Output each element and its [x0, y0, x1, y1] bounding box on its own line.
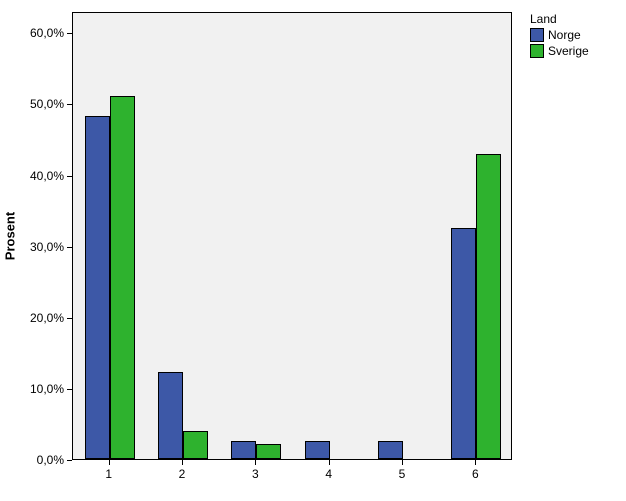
- legend-label: Sverige: [548, 44, 589, 58]
- legend-title: Land: [530, 12, 589, 26]
- y-tick-label: 40,0%: [30, 169, 64, 183]
- y-tick-mark: [67, 176, 72, 177]
- y-tick-label: 0,0%: [37, 453, 64, 467]
- x-tick-mark: [255, 460, 256, 465]
- bar: [451, 228, 476, 459]
- y-tick-mark: [67, 389, 72, 390]
- y-tick-mark: [67, 104, 72, 105]
- y-tick-label: 60,0%: [30, 26, 64, 40]
- x-tick-label: 4: [325, 467, 332, 481]
- legend-swatch: [530, 28, 544, 42]
- x-tick-label: 1: [105, 467, 112, 481]
- x-tick-label: 5: [399, 467, 406, 481]
- legend-item: Norge: [530, 28, 589, 42]
- y-tick-mark: [67, 460, 72, 461]
- y-tick-mark: [67, 318, 72, 319]
- x-tick-mark: [109, 460, 110, 465]
- x-tick-label: 3: [252, 467, 259, 481]
- bar: [183, 431, 208, 459]
- legend-item: Sverige: [530, 44, 589, 58]
- plot-area: [72, 12, 512, 460]
- x-tick-mark: [475, 460, 476, 465]
- bar: [305, 441, 330, 459]
- x-tick-label: 6: [472, 467, 479, 481]
- plot-background: [73, 13, 511, 459]
- bar: [231, 441, 256, 459]
- legend-label: Norge: [548, 28, 581, 42]
- bar: [256, 444, 281, 459]
- legend: Land Norge Sverige: [530, 12, 589, 58]
- y-axis-label: Prosent: [3, 212, 18, 260]
- y-tick-mark: [67, 33, 72, 34]
- y-tick-label: 20,0%: [30, 311, 64, 325]
- y-tick-label: 30,0%: [30, 240, 64, 254]
- y-tick-mark: [67, 247, 72, 248]
- y-tick-label: 10,0%: [30, 382, 64, 396]
- chart-container: Prosent Land Norge Sverige 0,0% 10,0% 20,0%…: [0, 0, 626, 501]
- x-tick-mark: [402, 460, 403, 465]
- x-tick-mark: [182, 460, 183, 465]
- bar: [476, 154, 501, 459]
- legend-swatch: [530, 44, 544, 58]
- bar: [85, 116, 110, 459]
- bar: [378, 441, 403, 459]
- x-tick-mark: [329, 460, 330, 465]
- x-tick-label: 2: [179, 467, 186, 481]
- bar: [110, 96, 135, 459]
- y-tick-label: 50,0%: [30, 97, 64, 111]
- bar: [158, 372, 183, 459]
